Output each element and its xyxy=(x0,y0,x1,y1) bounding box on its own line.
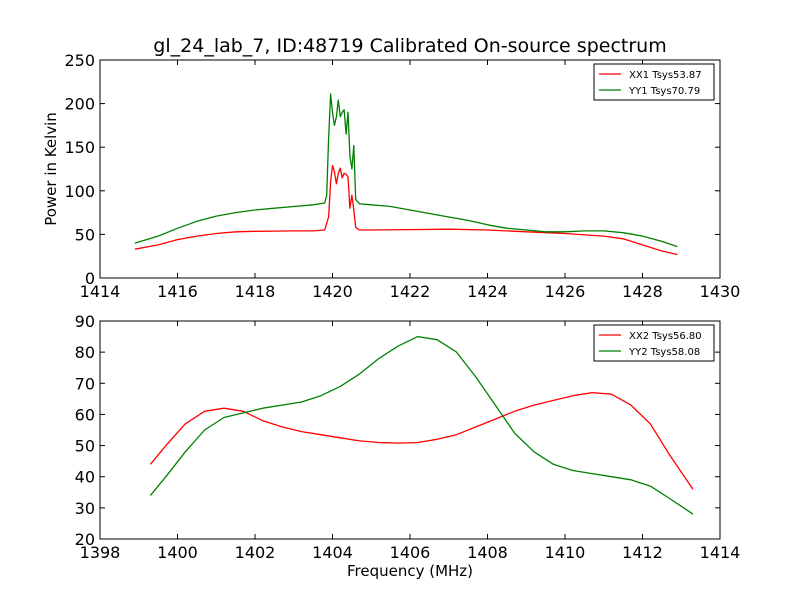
series-line-xx xyxy=(134,164,678,256)
legend-entry: XX1 Tsys53.87 xyxy=(629,70,702,81)
y-tick-label: 30 xyxy=(75,499,95,518)
bottom-panel: 1398 1400 1402 1404 1406 1408 1410 1412 1414 20 30… xyxy=(75,312,741,580)
x-tick-label: 1420 xyxy=(312,282,353,301)
y-tick-label: 150 xyxy=(64,138,95,157)
x-tick-label: 1414 xyxy=(700,543,741,562)
x-tick-label: 1412 xyxy=(622,543,663,562)
y-tick-label: 80 xyxy=(75,343,95,362)
legend-entry: YY2 Tsys58.08 xyxy=(628,347,700,358)
chart-title: gl_24_lab_7, ID:48719 Calibrated On-sour… xyxy=(153,35,666,57)
legend-box xyxy=(593,324,715,362)
x-tick-label: 1416 xyxy=(157,282,198,301)
x-tick-label: 1402 xyxy=(235,543,276,562)
y-tick-label: 50 xyxy=(75,225,95,244)
y-axis-label: Power in Kelvin xyxy=(42,112,60,226)
x-tick-label: 1430 xyxy=(700,282,741,301)
y-tick-label: 70 xyxy=(75,374,95,393)
x-tick-label: 1414 xyxy=(80,282,121,301)
x-tick-label: 1406 xyxy=(390,543,431,562)
series-line-xx xyxy=(149,391,694,490)
x-tick-label: 1422 xyxy=(390,282,431,301)
x-tick-label: 1400 xyxy=(157,543,198,562)
y-tick-label: 40 xyxy=(75,468,95,487)
y-tick-label: 60 xyxy=(75,405,95,424)
legend-entry: XX2 Tsys56.80 xyxy=(629,331,702,342)
x-tick-label: 1418 xyxy=(235,282,276,301)
y-tick-label: 200 xyxy=(64,95,95,114)
x-axis-label: Frequency (MHz) xyxy=(347,562,473,580)
y-tick-label: 250 xyxy=(64,51,95,70)
series-line-yy xyxy=(134,93,678,248)
x-tick-label: 1410 xyxy=(545,543,586,562)
y-tick-label: 50 xyxy=(75,437,95,456)
legend-box xyxy=(593,63,715,101)
x-tick-label: 1408 xyxy=(467,543,508,562)
y-tick-label: 0 xyxy=(85,269,95,288)
x-tick-label: 1424 xyxy=(467,282,508,301)
series-line-yy xyxy=(149,335,694,515)
y-tick-label: 20 xyxy=(75,530,95,549)
legend-entry: YY1 Tsys70.79 xyxy=(628,86,700,97)
x-tick-label: 1428 xyxy=(622,282,663,301)
y-tick-label: 90 xyxy=(75,312,95,331)
x-tick-label: 1426 xyxy=(545,282,586,301)
top-panel: 1414 1416 1418 1420 1422 1424 1426 1428 1430 0 50 1… xyxy=(42,51,740,301)
x-tick-label: 1404 xyxy=(312,543,353,562)
y-tick-label: 100 xyxy=(64,182,95,201)
x-tick-label: 1398 xyxy=(80,543,121,562)
